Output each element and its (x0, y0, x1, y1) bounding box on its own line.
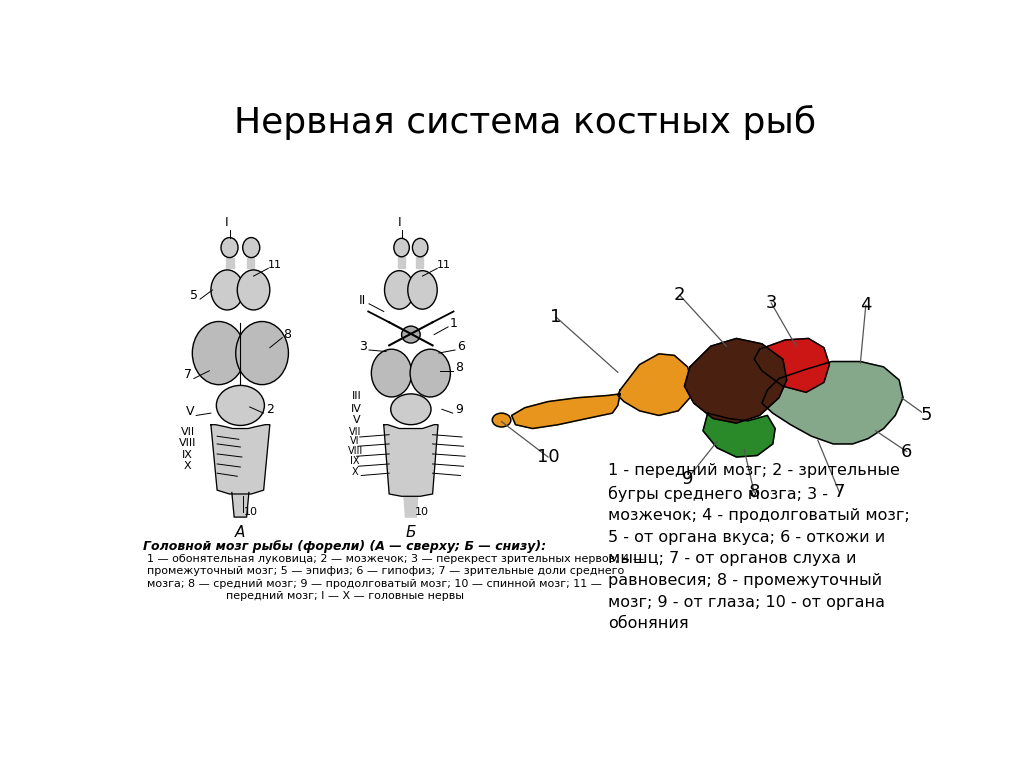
Text: Б: Б (406, 525, 416, 540)
Text: Головной мозг рыбы (форели) (А — сверху; Б — снизу):: Головной мозг рыбы (форели) (А — сверху;… (143, 540, 547, 553)
Ellipse shape (413, 239, 428, 257)
Text: 10: 10 (245, 507, 258, 517)
Ellipse shape (238, 270, 270, 310)
Text: 7: 7 (834, 483, 845, 502)
Text: IX: IX (350, 456, 359, 466)
Text: 9: 9 (455, 403, 463, 416)
Polygon shape (755, 338, 829, 393)
Text: 1: 1 (550, 308, 561, 326)
Polygon shape (247, 258, 254, 268)
Text: III: III (352, 391, 361, 401)
Text: 5: 5 (189, 289, 198, 302)
Text: V: V (185, 406, 195, 419)
Text: 4: 4 (860, 296, 871, 314)
Text: I: I (224, 216, 228, 229)
Text: X: X (352, 467, 358, 477)
Text: VI: VI (350, 436, 359, 446)
Text: 1 - передний мозг; 2 - зрительные
бугры среднего мозга; 3 -
мозжечок; 4 - продол: 1 - передний мозг; 2 - зрительные бугры … (608, 463, 910, 631)
Text: IX: IX (182, 449, 194, 459)
Ellipse shape (401, 326, 420, 343)
Text: 5: 5 (921, 407, 932, 424)
Text: 8: 8 (455, 360, 463, 374)
Text: 6: 6 (901, 443, 912, 461)
Text: А: А (236, 525, 246, 540)
Ellipse shape (410, 349, 451, 397)
Text: I: I (397, 216, 401, 229)
Polygon shape (231, 492, 249, 517)
Ellipse shape (493, 413, 511, 427)
Ellipse shape (394, 239, 410, 257)
Polygon shape (512, 394, 621, 429)
Polygon shape (226, 258, 234, 268)
Text: 10: 10 (415, 507, 429, 517)
Ellipse shape (221, 238, 238, 258)
Ellipse shape (236, 321, 289, 384)
Text: промежуточный мозг; 5 — эпифиз; 6 — гипофиз; 7 — зрительные доли среднего: промежуточный мозг; 5 — эпифиз; 6 — гипо… (147, 566, 625, 576)
Text: V: V (353, 415, 360, 425)
Text: 8: 8 (283, 328, 291, 341)
Text: 3: 3 (766, 294, 777, 312)
Ellipse shape (391, 394, 431, 425)
Text: мозга; 8 — средний мозг; 9 — продолговатый мозг; 10 — спинной мозг; 11 —: мозга; 8 — средний мозг; 9 — продолговат… (147, 578, 602, 589)
Text: VII: VII (349, 426, 361, 436)
Text: 1 — обонятельная луковица; 2 — мозжечок; 3 — перекрест зрительных нервов; 4 —: 1 — обонятельная луковица; 2 — мозжечок;… (147, 554, 644, 564)
Ellipse shape (408, 271, 437, 309)
Text: 3: 3 (358, 340, 367, 353)
Polygon shape (617, 354, 692, 416)
Text: 7: 7 (183, 368, 191, 381)
Text: VIII: VIII (179, 438, 197, 448)
Text: VIII: VIII (347, 446, 362, 456)
Ellipse shape (385, 271, 414, 309)
Polygon shape (417, 257, 423, 268)
Ellipse shape (216, 385, 264, 426)
Text: 11: 11 (436, 260, 451, 271)
Polygon shape (684, 338, 786, 423)
Text: II: II (359, 294, 367, 307)
Polygon shape (403, 495, 418, 517)
Text: 9: 9 (682, 469, 693, 488)
Text: передний мозг; I — X — головные нервы: передний мозг; I — X — головные нервы (226, 591, 464, 601)
Polygon shape (211, 425, 270, 494)
Polygon shape (762, 361, 903, 444)
Ellipse shape (243, 238, 260, 258)
Ellipse shape (211, 270, 244, 310)
Text: 2: 2 (674, 286, 685, 304)
Text: X: X (184, 461, 191, 472)
Text: 2: 2 (266, 403, 273, 416)
Text: IV: IV (351, 403, 362, 413)
Text: 1: 1 (450, 317, 458, 330)
Polygon shape (398, 257, 406, 268)
Text: 8: 8 (749, 483, 760, 502)
Polygon shape (703, 413, 775, 457)
Ellipse shape (193, 321, 245, 384)
Text: 10: 10 (537, 448, 559, 466)
Text: Нервная система костных рыб: Нервная система костных рыб (233, 104, 816, 140)
Text: VII: VII (180, 426, 195, 436)
Ellipse shape (372, 349, 412, 397)
Text: 6: 6 (458, 340, 465, 353)
Text: 11: 11 (268, 260, 283, 271)
Polygon shape (384, 425, 438, 496)
